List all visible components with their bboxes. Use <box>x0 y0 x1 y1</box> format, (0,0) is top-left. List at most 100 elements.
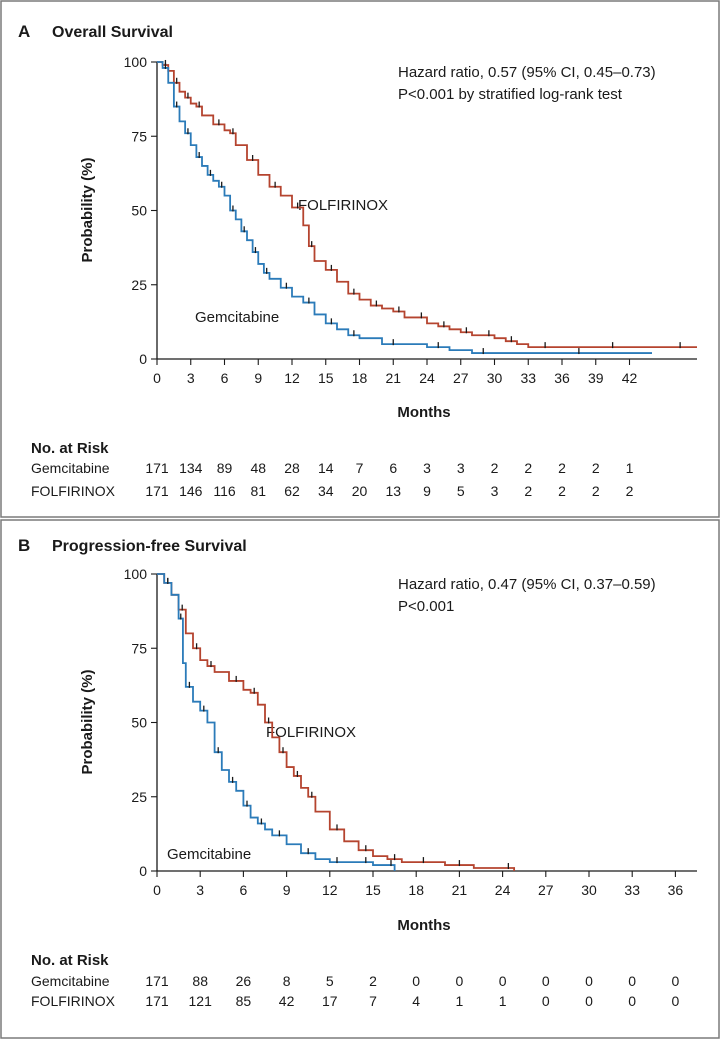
risk-count: 171 <box>145 483 169 499</box>
risk-row-label: Gemcitabine <box>31 973 110 989</box>
risk-count: 2 <box>592 483 600 499</box>
risk-count: 0 <box>628 973 636 989</box>
x-tick-label: 21 <box>452 882 468 898</box>
risk-count: 0 <box>499 973 507 989</box>
x-tick-label: 3 <box>187 370 195 386</box>
x-tick-label: 21 <box>385 370 401 386</box>
risk-count: 0 <box>672 993 680 1009</box>
x-tick-label: 36 <box>668 882 684 898</box>
panel-a-folfirinox-label: FOLFIRINOX <box>298 197 388 214</box>
risk-count: 0 <box>456 973 464 989</box>
panel-a-risk-table: Gemcitabine 171 134 89 48 28 14 7 6 3 3 2 2 2 2 1 FOLFIR… <box>31 460 634 499</box>
panel-b-gemcitabine-label: Gemcitabine <box>167 846 251 863</box>
panel-a-y-axis-title: Probability (%) <box>79 157 96 262</box>
risk-count: 1 <box>626 460 634 476</box>
panel-a-p-value: P<0.001 by stratified log-rank test <box>398 86 623 103</box>
panel-b-letter: B <box>18 536 30 555</box>
x-tick-label: 27 <box>538 882 554 898</box>
risk-count: 2 <box>558 483 566 499</box>
y-tick-label: 75 <box>131 640 147 656</box>
panel-b-title: Progression-free Survival <box>52 538 247 555</box>
x-tick-label: 33 <box>520 370 536 386</box>
x-tick-label: 6 <box>240 882 248 898</box>
risk-count: 5 <box>326 973 334 989</box>
y-tick-label: 100 <box>124 54 148 70</box>
risk-count: 1 <box>499 993 507 1009</box>
panel-a-risk-title: No. at Risk <box>31 440 109 457</box>
x-tick-label: 27 <box>453 370 469 386</box>
risk-row-label: FOLFIRINOX <box>31 993 116 1009</box>
y-tick-label: 50 <box>131 715 147 731</box>
risk-count: 81 <box>250 483 266 499</box>
x-tick-label: 24 <box>495 882 511 898</box>
risk-count: 2 <box>491 460 499 476</box>
panel-a-gemcitabine-label: Gemcitabine <box>195 309 279 326</box>
risk-count: 171 <box>145 973 169 989</box>
risk-count: 0 <box>628 993 636 1009</box>
km-curve-folfirinox <box>157 61 697 349</box>
x-tick-label: 0 <box>153 370 161 386</box>
risk-count: 6 <box>389 460 397 476</box>
x-tick-label: 9 <box>254 370 262 386</box>
risk-count: 14 <box>318 460 334 476</box>
risk-count: 48 <box>250 460 266 476</box>
risk-count: 7 <box>356 460 364 476</box>
risk-count: 116 <box>213 483 236 499</box>
risk-count: 134 <box>179 460 203 476</box>
x-tick-label: 0 <box>153 882 161 898</box>
panel-a-letter: A <box>18 22 30 41</box>
risk-count: 2 <box>524 483 532 499</box>
risk-count: 5 <box>457 483 465 499</box>
panel-a: A Overall Survival Probability (%) Month… <box>0 0 720 518</box>
y-tick-label: 25 <box>131 789 147 805</box>
risk-count: 26 <box>236 973 252 989</box>
panel-b: B Progression-free Survival Probability … <box>0 519 720 1039</box>
risk-count: 171 <box>145 460 169 476</box>
risk-count: 17 <box>322 993 338 1009</box>
x-tick-label: 36 <box>554 370 570 386</box>
risk-count: 3 <box>491 483 499 499</box>
panel-b-risk-title: No. at Risk <box>31 952 109 969</box>
y-tick-label: 0 <box>139 351 147 367</box>
panel-a-hazard-ratio: Hazard ratio, 0.57 (95% CI, 0.45–0.73) <box>398 64 656 81</box>
risk-count: 88 <box>192 973 208 989</box>
risk-count: 4 <box>412 993 420 1009</box>
risk-count: 2 <box>524 460 532 476</box>
panel-b-p-value: P<0.001 <box>398 598 454 615</box>
x-tick-label: 33 <box>624 882 640 898</box>
risk-count: 146 <box>179 483 203 499</box>
panel-b-y-axis-title: Probability (%) <box>79 669 96 774</box>
risk-count: 0 <box>585 993 593 1009</box>
risk-count: 121 <box>189 993 213 1009</box>
km-curve-gemcitabine <box>157 573 396 871</box>
panel-b-frame <box>0 519 720 1039</box>
x-tick-label: 30 <box>487 370 503 386</box>
x-tick-label: 6 <box>221 370 229 386</box>
risk-count: 42 <box>279 993 295 1009</box>
risk-count: 0 <box>672 973 680 989</box>
x-tick-label: 18 <box>408 882 424 898</box>
risk-count: 89 <box>217 460 233 476</box>
y-tick-label: 50 <box>131 203 147 219</box>
risk-count: 13 <box>385 483 401 499</box>
risk-count: 3 <box>457 460 465 476</box>
x-tick-label: 18 <box>352 370 368 386</box>
risk-count: 8 <box>283 973 291 989</box>
risk-count: 3 <box>423 460 431 476</box>
y-tick-label: 0 <box>139 863 147 879</box>
panel-a-title: Overall Survival <box>52 24 173 41</box>
panel-b-hazard-ratio: Hazard ratio, 0.47 (95% CI, 0.37–0.59) <box>398 576 656 593</box>
risk-count: 85 <box>236 993 252 1009</box>
x-tick-label: 39 <box>588 370 604 386</box>
risk-count: 1 <box>456 993 464 1009</box>
risk-count: 171 <box>145 993 169 1009</box>
panel-b-x-axis-title: Months <box>397 917 450 934</box>
risk-count: 9 <box>423 483 431 499</box>
x-tick-label: 12 <box>322 882 338 898</box>
risk-count: 2 <box>558 460 566 476</box>
x-tick-label: 24 <box>419 370 435 386</box>
risk-row-label: Gemcitabine <box>31 460 110 476</box>
